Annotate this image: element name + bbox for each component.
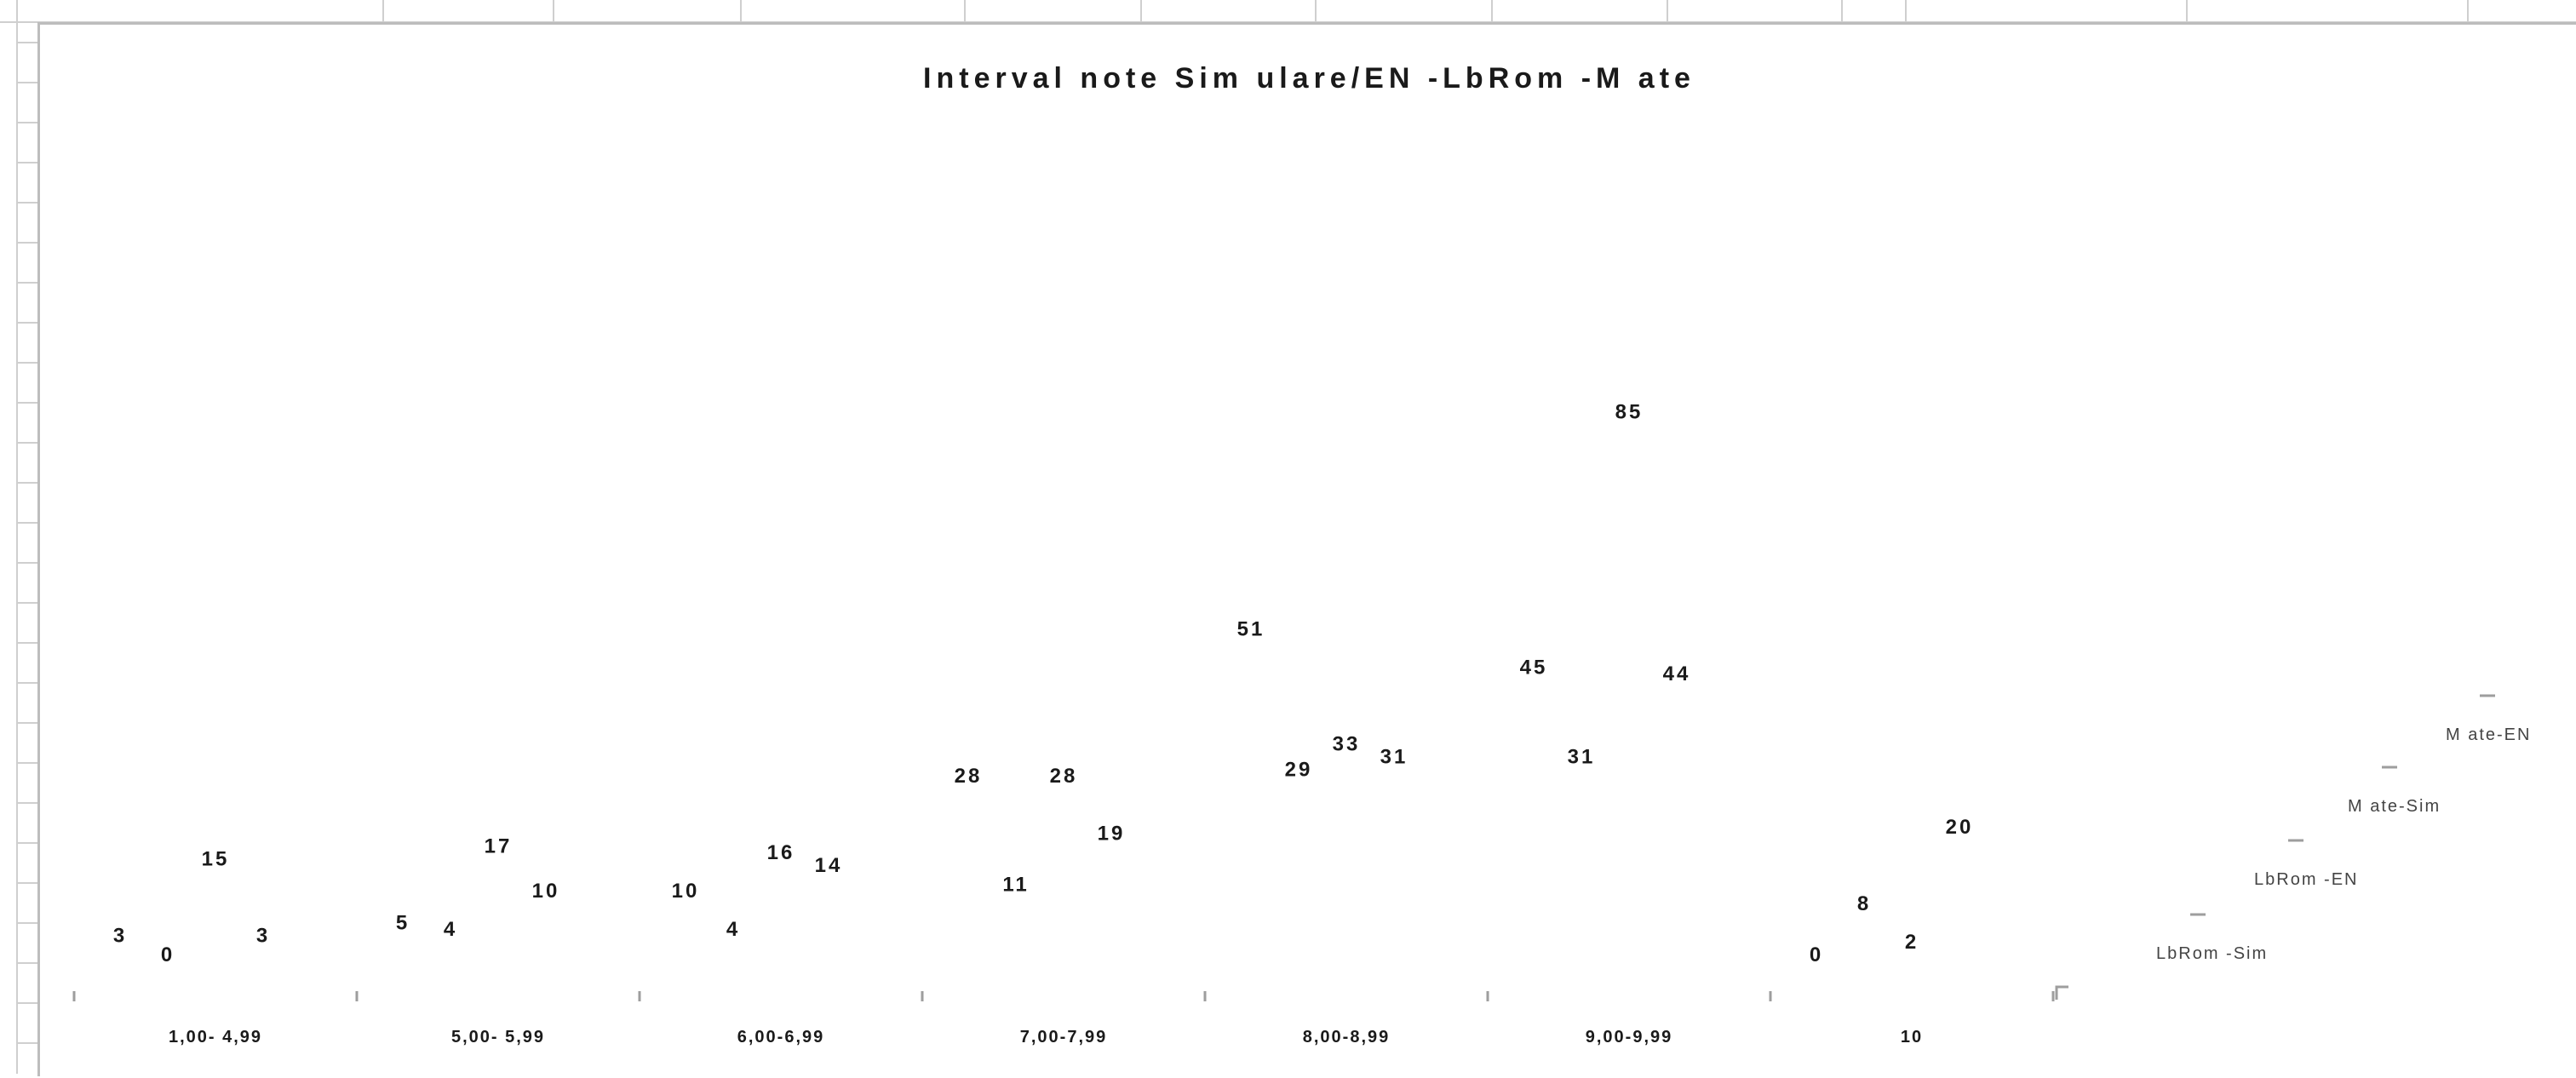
data-label: 28 xyxy=(1050,765,1078,788)
data-label: 31 xyxy=(1568,746,1596,769)
data-label: 44 xyxy=(1663,662,1691,685)
plot-area: 1,00- 4,99 5,00- 5,99 6,00-6,99 7,00-7,99 8,… xyxy=(72,401,2531,1046)
data-label: 2 xyxy=(1905,931,1919,954)
x-tick-label: 9,00-9,99 xyxy=(1586,1028,1673,1046)
data-label: 0 xyxy=(161,943,175,966)
data-label: 51 xyxy=(1237,618,1265,641)
x-tick-label: 7,00-7,99 xyxy=(1020,1028,1108,1046)
data-label: 15 xyxy=(202,848,230,871)
data-label: 17 xyxy=(485,835,513,858)
data-label: 29 xyxy=(1285,759,1313,782)
data-label: 10 xyxy=(672,880,700,903)
data-label: 28 xyxy=(955,765,983,788)
data-label: 33 xyxy=(1333,733,1361,756)
x-tick-label: 8,00-8,99 xyxy=(1303,1028,1391,1046)
data-label: 31 xyxy=(1380,746,1408,769)
chart-title: Interval note Sim ulare/EN -LbRom -M ate xyxy=(923,62,1695,95)
data-label: 20 xyxy=(1946,816,1974,839)
x-tick-label: 10 xyxy=(1901,1028,1923,1046)
x-tick-label: 5,00- 5,99 xyxy=(451,1028,545,1046)
chart-area[interactable]: Interval note Sim ulare/EN -LbRom -M ate… xyxy=(37,22,2576,1076)
legend-label: M ate-Sim xyxy=(2348,797,2441,816)
data-label: 19 xyxy=(1098,823,1126,846)
data-label: 8 xyxy=(1857,892,1871,915)
axis-corner-mark xyxy=(2055,985,2068,1000)
data-label: 45 xyxy=(1520,657,1548,679)
x-tick-label: 6,00-6,99 xyxy=(737,1028,825,1046)
legend-label: LbRom -Sim xyxy=(2156,944,2268,963)
data-label: 4 xyxy=(726,918,740,941)
data-label: 0 xyxy=(1810,943,1823,966)
data-label: 10 xyxy=(532,880,560,903)
data-label: 11 xyxy=(1002,874,1029,897)
x-tick-label: 1,00- 4,99 xyxy=(169,1028,262,1046)
legend-label: M ate-EN xyxy=(2446,725,2531,744)
data-label: 16 xyxy=(767,841,795,864)
data-label: 5 xyxy=(396,912,410,935)
data-label: 14 xyxy=(815,854,843,877)
data-label: 85 xyxy=(1615,401,1644,424)
legend-label: LbRom -EN xyxy=(2254,870,2358,889)
data-label: 3 xyxy=(256,925,270,948)
data-label: 3 xyxy=(113,925,127,948)
data-label: 4 xyxy=(444,918,457,941)
